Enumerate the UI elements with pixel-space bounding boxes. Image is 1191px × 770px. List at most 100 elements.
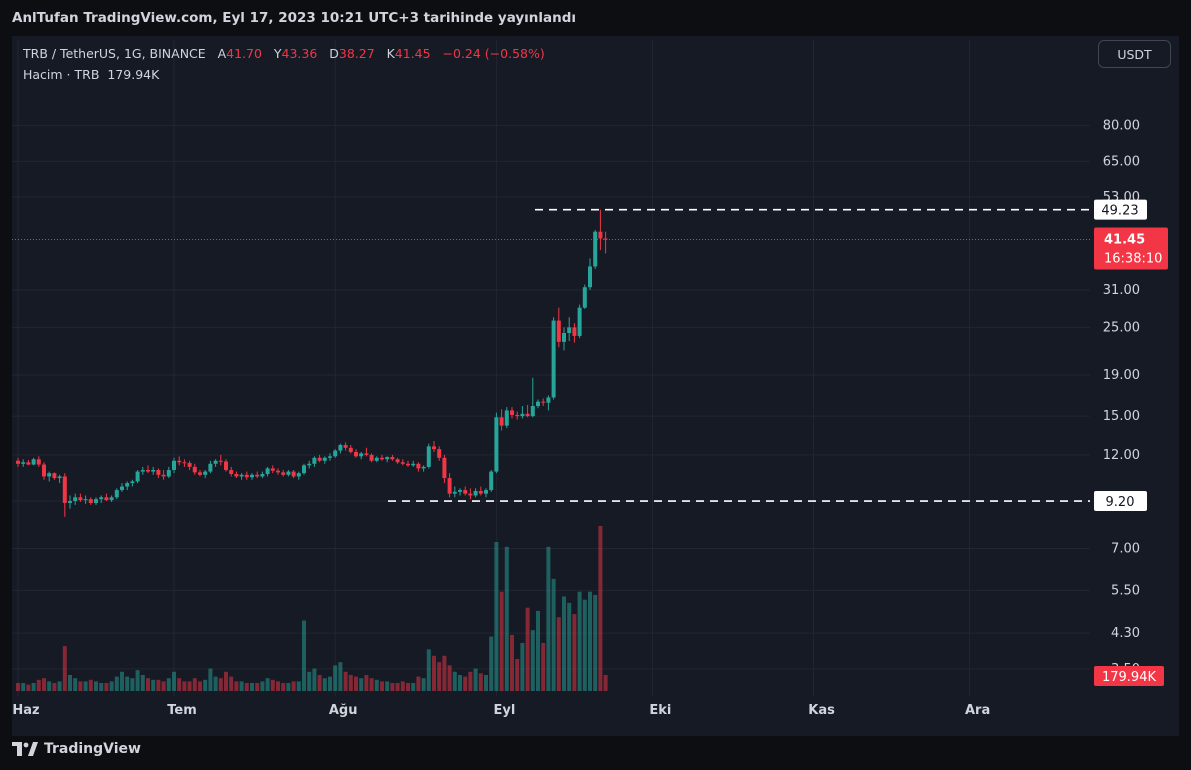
candle-body bbox=[281, 472, 286, 475]
volume-bar bbox=[317, 674, 322, 691]
footer-brand[interactable]: TradingView bbox=[12, 740, 141, 758]
volume-bar bbox=[525, 607, 530, 691]
volume-bar bbox=[416, 676, 421, 691]
volume-bar bbox=[364, 674, 369, 691]
volume-bar bbox=[484, 674, 488, 691]
volume-bar bbox=[83, 681, 88, 691]
candle-body bbox=[312, 457, 317, 464]
candle-body bbox=[140, 469, 145, 472]
volume-bar bbox=[307, 671, 312, 691]
volume-bar bbox=[504, 546, 509, 691]
candle-body bbox=[536, 401, 540, 406]
candle-body bbox=[83, 499, 88, 501]
volume-value: 179.94K bbox=[107, 67, 160, 82]
volume-bar bbox=[73, 678, 78, 691]
volume-bar bbox=[588, 591, 592, 691]
volume-bar bbox=[265, 678, 270, 691]
volume-bar bbox=[182, 681, 187, 691]
candle-body bbox=[244, 474, 249, 478]
candle-body bbox=[416, 463, 421, 469]
candle-body bbox=[458, 490, 462, 492]
volume-bar bbox=[369, 678, 374, 691]
volume-bar bbox=[125, 676, 130, 691]
y-tick-label: 7.00 bbox=[1111, 542, 1140, 557]
ohlc-legend: TRB / TetherUS, 1G, BINANCE A41.70 Y43.3… bbox=[23, 46, 545, 61]
volume-bar bbox=[16, 682, 20, 691]
candle-body bbox=[172, 460, 176, 470]
volume-bar bbox=[42, 678, 46, 691]
candle-body bbox=[374, 457, 379, 461]
volume-bar bbox=[411, 682, 416, 691]
volume-bar bbox=[530, 630, 535, 691]
volume-bar bbox=[562, 596, 566, 691]
volume-bar bbox=[21, 682, 26, 691]
volume-bar bbox=[400, 681, 405, 691]
candle-body bbox=[556, 320, 561, 342]
volume-bar bbox=[26, 684, 31, 691]
volume-bar bbox=[463, 676, 468, 691]
symbol-label[interactable]: TRB / TetherUS, 1G, BINANCE bbox=[23, 46, 206, 61]
volume-bar bbox=[494, 542, 499, 691]
candle-body bbox=[468, 493, 473, 496]
volume-bar bbox=[208, 668, 213, 691]
high-label: Y bbox=[273, 46, 282, 61]
volume-bar bbox=[551, 578, 556, 691]
candle-body bbox=[198, 472, 202, 475]
candle-body bbox=[114, 490, 119, 498]
volume-bar bbox=[520, 642, 525, 691]
published-info: AnlTufan TradingView.com, Eyl 17, 2023 1… bbox=[12, 10, 577, 26]
volume-bar bbox=[343, 671, 348, 691]
open-label: A bbox=[217, 46, 227, 61]
volume-bar bbox=[172, 671, 176, 691]
volume-bar bbox=[452, 671, 457, 691]
candle-body bbox=[234, 473, 239, 477]
volume-bar bbox=[567, 602, 572, 691]
hline-label: 49.23 bbox=[1101, 204, 1138, 219]
candle-body bbox=[16, 460, 20, 464]
volume-bar bbox=[354, 676, 358, 691]
candle-body bbox=[94, 499, 98, 503]
candle-body bbox=[296, 473, 301, 477]
candle-body bbox=[151, 469, 156, 472]
candle-body bbox=[239, 474, 244, 477]
candle-body bbox=[354, 452, 358, 457]
volume-bar bbox=[140, 674, 145, 691]
candle-body bbox=[593, 231, 598, 267]
volume-bar bbox=[582, 599, 587, 691]
volume-bar bbox=[406, 682, 410, 691]
candle-body bbox=[260, 473, 265, 477]
hline-badge bbox=[1094, 491, 1147, 512]
low-value: 38.27 bbox=[338, 46, 375, 61]
volume-bar bbox=[224, 671, 228, 691]
candle-body bbox=[328, 456, 332, 458]
volume-bar bbox=[166, 678, 171, 691]
candle-body bbox=[437, 449, 442, 458]
candle-body bbox=[426, 446, 431, 467]
volume-badge bbox=[1094, 666, 1164, 686]
currency-button[interactable]: USDT bbox=[1098, 40, 1171, 68]
volume-label[interactable]: Hacim · TRB bbox=[23, 67, 100, 82]
volume-bar bbox=[78, 681, 83, 691]
volume-bar bbox=[114, 676, 119, 691]
horizontal-lines bbox=[12, 208, 1090, 502]
candle-body bbox=[447, 478, 452, 494]
time-axis: Haz Tem Ağu Eyl Eki Kas Ara bbox=[12, 703, 990, 718]
volume-bar bbox=[151, 679, 156, 691]
candle-body bbox=[333, 450, 338, 457]
volume-bar bbox=[385, 681, 390, 691]
volume-bar bbox=[229, 676, 234, 691]
candle-body bbox=[203, 471, 208, 475]
volume-bar bbox=[203, 679, 208, 691]
volume-bar bbox=[99, 682, 104, 691]
volume-bar bbox=[499, 591, 504, 691]
x-tick-label: Eki bbox=[649, 703, 671, 718]
volume-bar bbox=[426, 649, 431, 691]
candle-body bbox=[302, 465, 306, 474]
volume-bar bbox=[218, 678, 223, 691]
volume-bar bbox=[177, 678, 182, 691]
candle-body bbox=[380, 457, 384, 460]
candle-body bbox=[166, 469, 171, 477]
candle-body bbox=[390, 457, 395, 460]
candle-body bbox=[120, 486, 124, 491]
